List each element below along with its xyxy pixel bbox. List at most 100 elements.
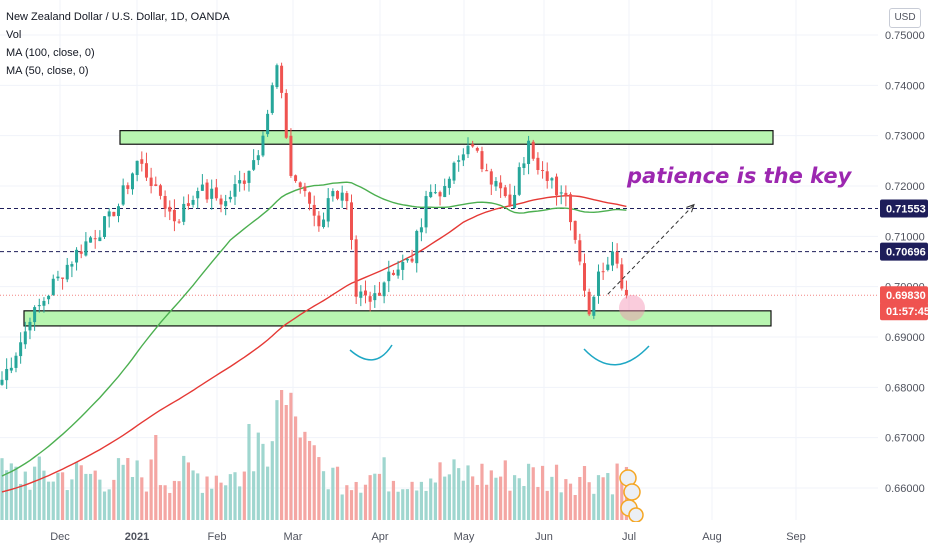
volume-bar [610, 494, 615, 520]
candle-body [79, 251, 83, 254]
volume-bar [149, 459, 153, 520]
volume-bar [415, 490, 419, 520]
candle-body [303, 186, 307, 192]
volume-bar [503, 460, 507, 520]
flag-icon[interactable] [628, 507, 644, 523]
candle-body [210, 188, 214, 199]
candle-body [275, 65, 279, 88]
candle-body [205, 182, 209, 200]
volume-bar [56, 472, 60, 520]
candle-body [480, 151, 484, 170]
candle-body [294, 175, 298, 182]
volume-bar [592, 493, 596, 520]
support-zone[interactable] [23, 310, 772, 327]
candle-body [56, 276, 60, 279]
news-event-markers[interactable] [619, 469, 644, 523]
volume-bar [354, 481, 358, 520]
candle-body [158, 185, 162, 196]
support-resistance-zones[interactable] [23, 130, 774, 327]
candle-body [466, 145, 470, 155]
candle-body [238, 180, 242, 184]
indicator-ma100[interactable]: MA (100, close, 0) [6, 47, 95, 59]
price-label[interactable]: 0.70696 [886, 247, 926, 259]
candle-body [93, 238, 97, 240]
volume-bar [457, 468, 461, 520]
volume-bar [102, 491, 107, 520]
volume-bar [489, 470, 493, 520]
volume-bar [307, 440, 312, 520]
time-tick-label: Jun [535, 531, 553, 543]
volume-bar [531, 467, 535, 520]
currency-button[interactable]: USD [889, 8, 921, 28]
left-arc-drawing[interactable] [349, 344, 393, 361]
candle-body [345, 193, 349, 202]
volume-bar [228, 474, 232, 520]
volume-bar [289, 392, 293, 520]
candle-body [499, 182, 503, 189]
volume-bar [210, 488, 214, 520]
price-label-bg [880, 242, 928, 261]
time-tick-label: 2021 [125, 531, 149, 543]
candle-body [5, 368, 9, 381]
time-axis[interactable]: Dec 2021 Feb Mar Apr May Jun Jul Aug Sep [0, 522, 932, 550]
symbol-title[interactable]: New Zealand Dollar / U.S. Dollar, 1D, OA… [6, 11, 230, 23]
price-tick-label: 0.67000 [885, 433, 925, 445]
volume-bar [359, 492, 363, 520]
indicator-ma50[interactable]: MA (50, close, 0) [6, 65, 89, 77]
candle-body [336, 190, 340, 199]
highlight-circle[interactable] [619, 295, 645, 321]
volume-bars [0, 390, 629, 520]
candle-body [47, 295, 51, 300]
time-tick-label: May [454, 531, 475, 543]
volume-bar [391, 480, 396, 520]
candle-body [489, 171, 493, 185]
candle-body [270, 85, 274, 113]
price-label[interactable]: 01:57:45 [886, 306, 930, 318]
candle-body [186, 203, 190, 206]
flag-icon[interactable] [623, 483, 641, 501]
volume-bar [116, 458, 121, 520]
candle-body [256, 155, 260, 161]
price-label[interactable]: 0.71553 [886, 203, 926, 215]
right-arc-drawing[interactable] [583, 345, 650, 366]
time-tick-label: Feb [208, 531, 227, 543]
candle-body [447, 178, 451, 188]
drawings[interactable]: patience is the key [349, 164, 853, 366]
indicator-vol[interactable]: Vol [6, 29, 22, 41]
candle-body [312, 204, 316, 216]
annotation-text[interactable]: patience is the key [626, 164, 853, 188]
volume-bar [615, 463, 619, 520]
candle-body [135, 160, 139, 175]
volume-bar [247, 423, 251, 520]
candle-body [433, 192, 437, 194]
candle-body [354, 239, 358, 297]
price-label[interactable]: 0.69830 [886, 290, 926, 302]
candle-body [163, 196, 167, 209]
candle-body [266, 113, 270, 135]
volume-bar [475, 484, 479, 520]
candle-body [144, 163, 148, 178]
volume-bar [410, 481, 414, 520]
volume-bar [317, 457, 321, 520]
candle-body [317, 215, 321, 227]
resistance-zone[interactable] [119, 130, 774, 145]
volume-bar [387, 491, 391, 520]
candle-body [154, 184, 158, 186]
price-axis[interactable]: 0.750000.740000.730000.720000.710000.700… [878, 0, 932, 550]
volume-bar [606, 473, 610, 520]
price-level-lines[interactable] [0, 207, 878, 296]
candle-body [508, 194, 512, 207]
volume-bar [252, 471, 256, 520]
candle-body [326, 198, 330, 222]
volume-bar [578, 476, 582, 520]
volume-bar [587, 482, 591, 520]
candle-body [14, 355, 18, 368]
volume-bar [447, 474, 451, 520]
candle-body [419, 227, 423, 233]
moving-averages [1, 181, 627, 493]
candle-body [587, 291, 591, 315]
volume-bar [172, 480, 177, 520]
candle-body [382, 282, 386, 297]
candle-body [513, 194, 517, 209]
